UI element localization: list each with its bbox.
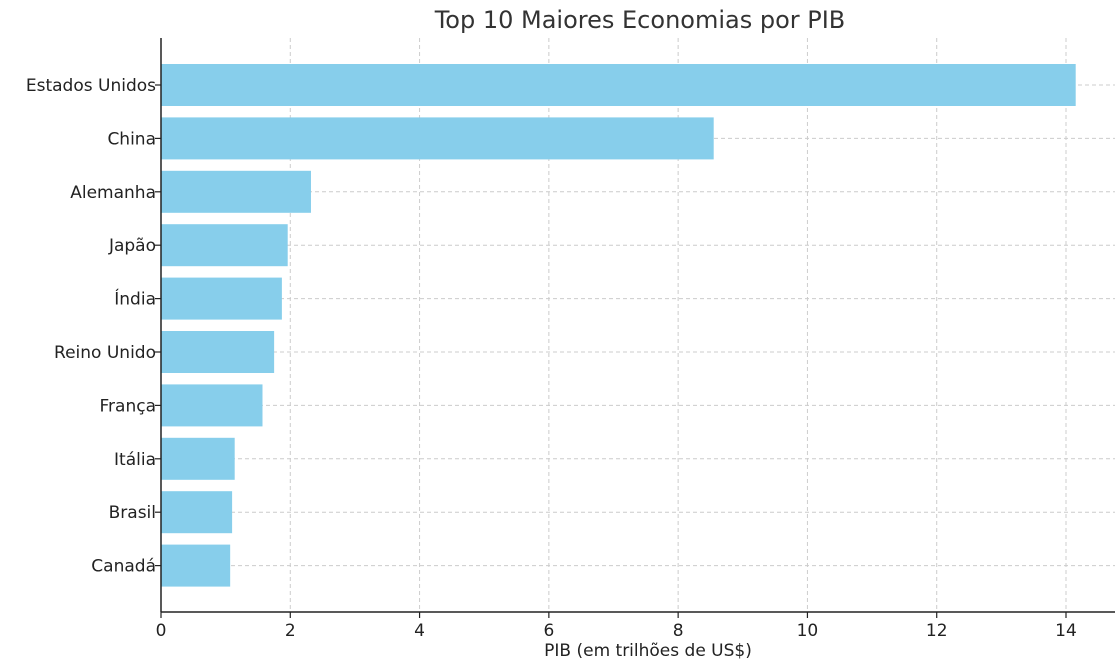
bar (161, 277, 282, 320)
bar (161, 544, 231, 587)
y-tick-label: Japão (108, 236, 156, 256)
bar (161, 117, 714, 160)
x-tick-label: 8 (673, 621, 684, 641)
x-axis-label: PIB (em trilhões de US$) (544, 641, 752, 661)
x-tick-label: 2 (285, 621, 296, 641)
x-ticks: 0 2 4 6 8 10 12 14 (156, 612, 1077, 641)
x-tick-label: 12 (926, 621, 948, 641)
y-tick-label: Canadá (91, 557, 156, 577)
chart-title: Top 10 Maiores Economias por PIB (434, 6, 846, 34)
y-tick-label: Brasil (109, 503, 156, 523)
bar (161, 437, 235, 480)
y-tick-label: Reino Unido (54, 343, 156, 363)
y-tick-label: Alemanha (70, 183, 156, 203)
bar (161, 331, 275, 373)
x-tick-label: 10 (797, 621, 819, 641)
x-tick-label: 14 (1055, 621, 1077, 641)
x-tick-label: 6 (543, 621, 554, 641)
bar (161, 224, 288, 267)
bars (161, 64, 1076, 587)
y-ticks: Estados Unidos China Alemanha Japão Índia Rei… (26, 76, 161, 577)
x-tick-label: 0 (156, 621, 167, 641)
y-tick-label: China (107, 129, 156, 149)
y-tick-label: Índia (114, 288, 156, 310)
bar (161, 384, 263, 427)
bar (161, 491, 233, 534)
y-tick-label: Estados Unidos (26, 76, 156, 96)
bar (161, 64, 1076, 106)
bar (161, 170, 311, 213)
y-tick-label: França (100, 396, 157, 416)
y-tick-label: Itália (114, 450, 156, 470)
x-tick-label: 4 (414, 621, 425, 641)
axes (160, 38, 1115, 613)
